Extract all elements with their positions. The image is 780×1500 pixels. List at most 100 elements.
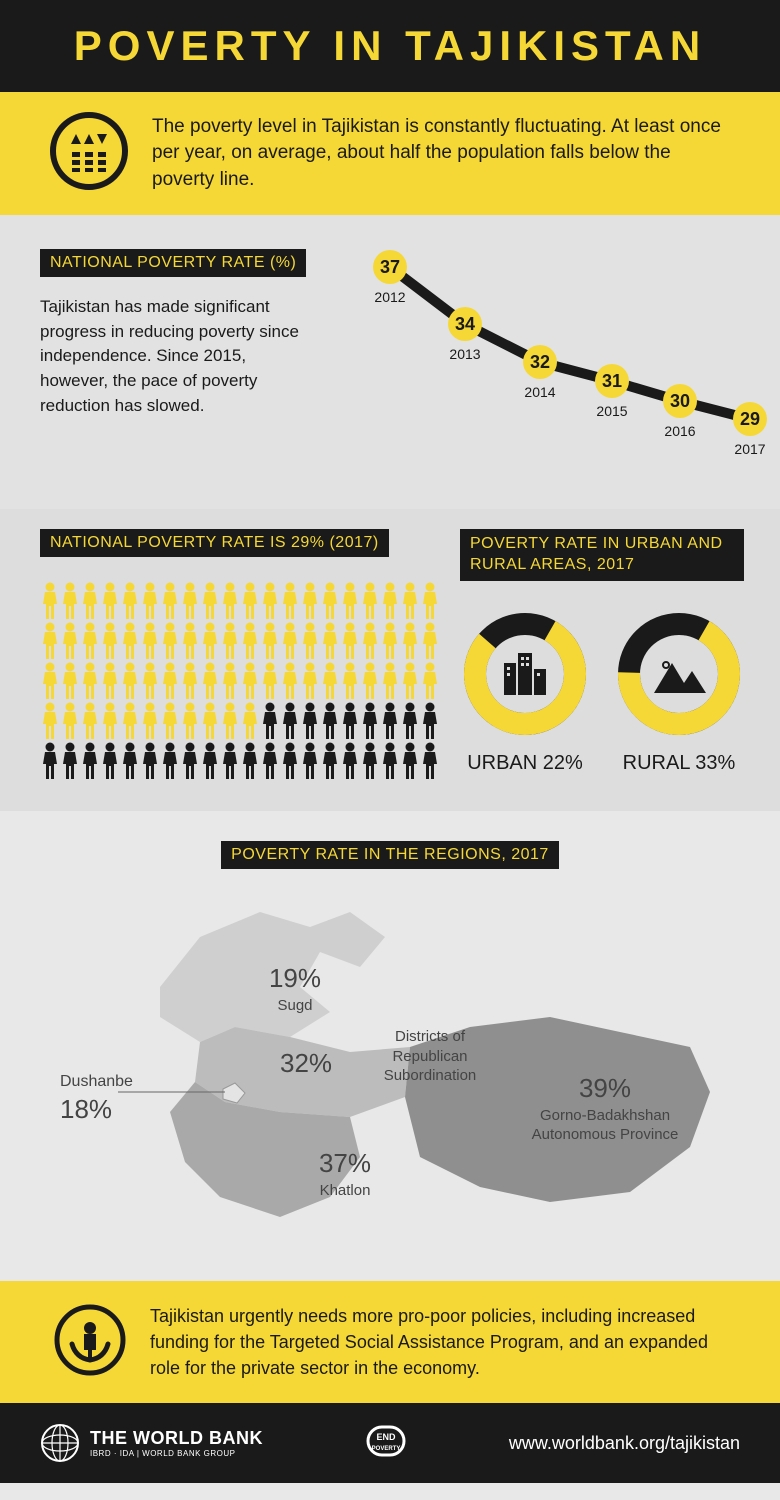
person-icon <box>100 701 120 741</box>
people-row <box>40 581 440 621</box>
person-icon <box>240 581 260 621</box>
cta-text: Tajikistan urgently needs more pro-poor … <box>150 1303 726 1381</box>
person-icon <box>400 661 420 701</box>
person-icon <box>200 701 220 741</box>
intro-band: The poverty level in Tajikistan is const… <box>0 92 780 215</box>
fluctuation-icon <box>50 112 128 195</box>
person-icon <box>380 661 400 701</box>
person-icon <box>360 701 380 741</box>
donut-icon <box>614 609 744 739</box>
person-icon <box>100 741 120 781</box>
person-icon <box>280 741 300 781</box>
person-icon <box>140 581 160 621</box>
person-icon <box>400 581 420 621</box>
person-icon <box>260 701 280 741</box>
person-icon <box>280 661 300 701</box>
person-icon <box>360 621 380 661</box>
footer-org-name: THE WORLD BANK <box>90 1428 263 1449</box>
person-icon <box>60 661 80 701</box>
person-icon <box>260 581 280 621</box>
person-icon <box>320 741 340 781</box>
person-icon <box>60 701 80 741</box>
person-icon <box>400 621 420 661</box>
urban-rural-title: POVERTY RATE IN URBAN AND RURAL AREAS, 2… <box>460 529 744 581</box>
person-icon <box>400 741 420 781</box>
person-icon <box>80 581 100 621</box>
person-icon <box>40 621 60 661</box>
person-icon <box>280 621 300 661</box>
hands-person-icon <box>54 1304 126 1381</box>
donut-rural: RURAL 33% <box>614 609 744 775</box>
chart-value: 29 <box>733 402 767 436</box>
person-icon <box>280 701 300 741</box>
person-icon <box>220 621 240 661</box>
person-icon <box>140 701 160 741</box>
person-icon <box>200 581 220 621</box>
chart-year: 2014 <box>524 384 555 400</box>
region-label: 39%Gorno-Badakhshan Autonomous Province <box>505 1072 705 1145</box>
page-title: POVERTY IN TAJIKISTAN <box>0 0 780 92</box>
national-rate-chart: 372012342013322014312015302016292017 <box>350 249 740 479</box>
person-icon <box>140 741 160 781</box>
person-icon <box>100 621 120 661</box>
person-icon <box>300 581 320 621</box>
person-icon <box>200 621 220 661</box>
person-icon <box>340 741 360 781</box>
national-rate-title: NATIONAL POVERTY RATE (%) <box>40 249 306 277</box>
person-icon <box>360 741 380 781</box>
regions-title: POVERTY RATE IN THE REGIONS, 2017 <box>221 841 559 869</box>
person-icon <box>120 741 140 781</box>
person-icon <box>120 661 140 701</box>
person-icon <box>80 661 100 701</box>
chart-year: 2012 <box>374 289 405 305</box>
region-label: 19%Sugd <box>195 962 395 1015</box>
person-icon <box>320 661 340 701</box>
person-icon <box>40 701 60 741</box>
person-icon <box>100 661 120 701</box>
person-icon <box>280 581 300 621</box>
person-icon <box>240 701 260 741</box>
person-icon <box>160 621 180 661</box>
breakdown-section: NATIONAL POVERTY RATE IS 29% (2017) <box>0 509 780 811</box>
regions-section: POVERTY RATE IN THE REGIONS, 2017 19%Sug… <box>0 811 780 1281</box>
region-label: Dushanbe18% <box>60 1072 133 1127</box>
urban-rural-donuts: URBAN 22% RURAL 33% <box>460 609 744 775</box>
person-icon <box>340 581 360 621</box>
svg-text:END: END <box>376 1432 396 1442</box>
person-icon <box>160 581 180 621</box>
people-row <box>40 701 440 741</box>
person-icon <box>260 661 280 701</box>
person-icon <box>200 661 220 701</box>
globe-icon <box>40 1423 80 1463</box>
region-label: 32% <box>280 1047 332 1081</box>
person-icon <box>300 701 320 741</box>
people-row <box>40 621 440 661</box>
person-icon <box>380 621 400 661</box>
person-icon <box>180 581 200 621</box>
people-row <box>40 661 440 701</box>
regions-map: 19%Sugd Districts of Republican Subordina… <box>50 897 730 1257</box>
footer: THE WORLD BANK IBRD · IDA | WORLD BANK G… <box>0 1403 780 1483</box>
donut-label: RURAL 33% <box>614 752 744 775</box>
intro-text: The poverty level in Tajikistan is const… <box>152 114 730 194</box>
person-icon <box>320 581 340 621</box>
national-rate-body: Tajikistan has made significant progress… <box>40 295 300 418</box>
person-icon <box>360 661 380 701</box>
region-label: 37%Khatlon <box>245 1147 445 1200</box>
donut-urban: URBAN 22% <box>460 609 590 775</box>
people-pictogram <box>40 581 440 781</box>
cta-band: Tajikistan urgently needs more pro-poor … <box>0 1281 780 1403</box>
region-name: Districts of Republican Subordination <box>360 1027 500 1086</box>
footer-org-sub: IBRD · IDA | WORLD BANK GROUP <box>90 1449 263 1458</box>
svg-text:POVERTY: POVERTY <box>372 1446 401 1452</box>
person-icon <box>320 701 340 741</box>
chart-value: 37 <box>373 250 407 284</box>
chart-year: 2016 <box>664 423 695 439</box>
person-icon <box>160 741 180 781</box>
person-icon <box>420 701 440 741</box>
world-bank-logo: THE WORLD BANK IBRD · IDA | WORLD BANK G… <box>40 1423 263 1463</box>
person-icon <box>360 581 380 621</box>
person-icon <box>420 621 440 661</box>
person-icon <box>180 621 200 661</box>
person-icon <box>80 621 100 661</box>
